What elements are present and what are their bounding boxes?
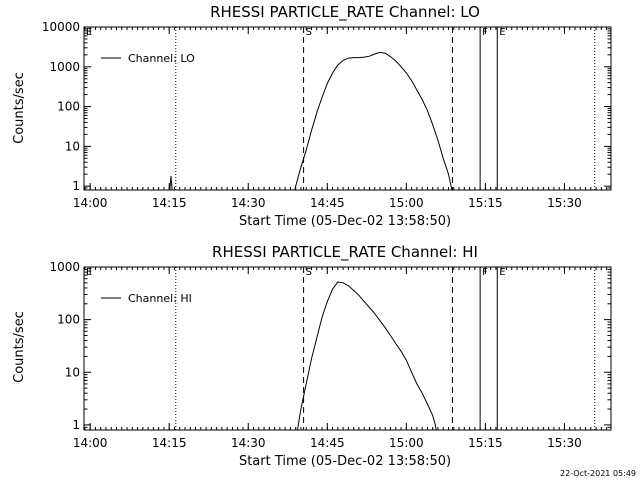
hi-legend-label: Channel: HI [128, 292, 192, 305]
lo-legend-label: Channel: LO [128, 52, 195, 65]
hi-y-tick-label-0: 1 [72, 418, 80, 432]
lo-y-tick-label-0: 1 [72, 179, 80, 193]
hi-y-tick-label-1: 10 [65, 365, 80, 379]
hi-x-tick-label-2: 14:30 [231, 436, 266, 450]
hi-channel-panel: RHESSI PARTICLE_RATE Channel: HI Counts/… [12, 243, 612, 469]
lo-x-tick-label-0: 14:00 [73, 196, 108, 210]
lo-channel-panel: RHESSI PARTICLE_RATE Channel: LO Counts/… [12, 3, 612, 229]
lo-x-tick-label-6: 15:30 [547, 196, 582, 210]
hi-x-tick-label-4: 15:00 [389, 436, 424, 450]
hi-x-tick-label-0: 14:00 [73, 436, 108, 450]
hi-y-tick-label-3: 1000 [49, 260, 80, 274]
lo-x-tick-label-3: 14:45 [310, 196, 345, 210]
hi-marker-label-2: S [306, 267, 312, 278]
lo-x-tick-label-4: 15:00 [389, 196, 424, 210]
hi-chart-title: RHESSI PARTICLE_RATE Channel: HI [212, 243, 478, 262]
hi-x-tick-label-3: 14:45 [310, 436, 345, 450]
hi-x-axis-label: Start Time (05-Dec-02 13:58:50) [239, 454, 451, 469]
hi-marker-label-0: E [86, 267, 92, 278]
hi-x-tick-label-1: 14:15 [152, 436, 187, 450]
lo-marker-label-0: E [86, 27, 92, 38]
hi-marker-label-5: E [499, 267, 505, 278]
lo-marker-label-2: S [306, 27, 312, 38]
hi-x-tick-label-5: 15:15 [468, 436, 503, 450]
lo-ticks: 14:00 14:15 14:30 14:45 15:00 15:15 15:30 1 10 10… [42, 20, 611, 210]
lo-x-axis-label: Start Time (05-Dec-02 13:58:50) [239, 214, 451, 229]
lo-x-tick-label-2: 14:30 [231, 196, 266, 210]
hi-series [296, 281, 437, 430]
hi-y-tick-label-2: 100 [57, 313, 80, 327]
lo-y-axis-label: Counts/sec [12, 72, 27, 144]
lo-plot-frame [83, 26, 612, 191]
lo-x-tick-label-5: 15:15 [468, 196, 503, 210]
lo-series [169, 51, 453, 190]
hi-series-line-0 [296, 281, 437, 430]
hi-ticks: 14:00 14:15 14:30 14:45 15:00 15:15 15:30 1 10 10… [49, 260, 611, 450]
lo-y-tick-label-1: 10 [65, 139, 80, 153]
lo-y-tick-label-3: 1000 [49, 60, 80, 74]
hi-plot-frame [83, 266, 612, 431]
hi-x-tick-label-6: 15:30 [547, 436, 582, 450]
lo-y-tick-label-4: 10000 [42, 20, 80, 34]
lo-marker-label-5: E [499, 27, 505, 38]
lo-y-tick-label-2: 100 [57, 100, 80, 114]
hi-y-axis-label: Counts/sec [12, 311, 27, 383]
lo-chart-title: RHESSI PARTICLE_RATE Channel: LO [210, 3, 480, 22]
lo-x-tick-label-1: 14:15 [152, 196, 187, 210]
footer-timestamp: 22-Oct-2021 05:49 [560, 469, 636, 478]
lo-series-line-0 [169, 51, 453, 190]
